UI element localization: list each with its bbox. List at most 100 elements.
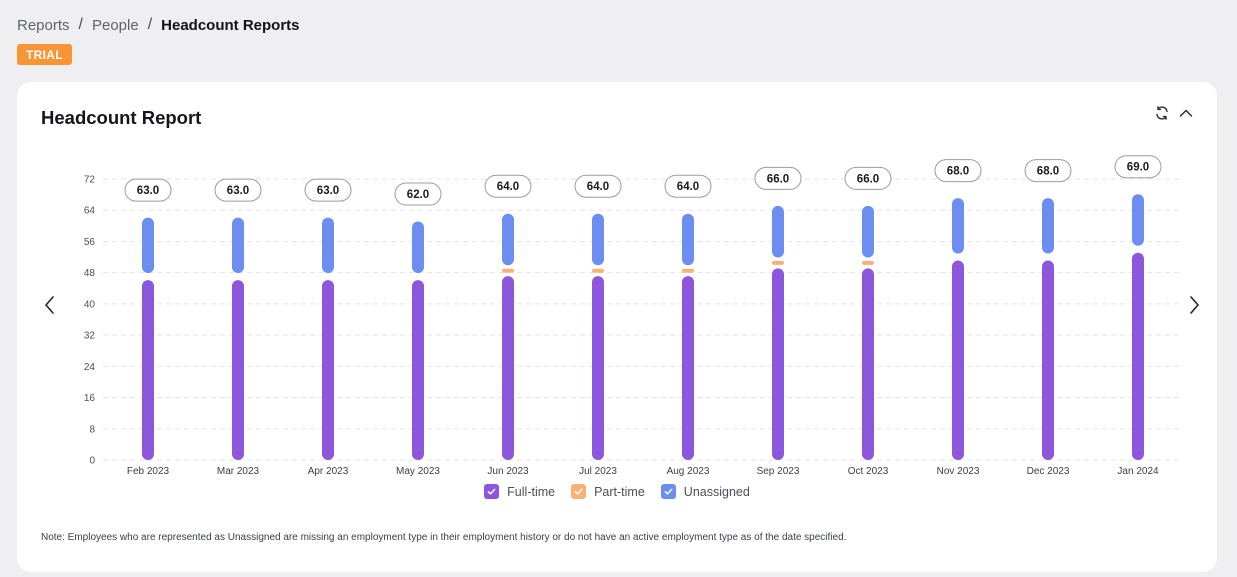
bar-unassigned (1042, 198, 1054, 254)
bar-unassigned (322, 217, 334, 274)
y-tick-label: 72 (84, 175, 96, 186)
bar-unassigned (772, 205, 784, 258)
headcount-chart: 0 8 16 24 32 40 48 56 64 72 63.0 Feb 2023 63.0 Mar 20… (84, 155, 1183, 477)
x-tick-label: Dec 2023 (1027, 466, 1070, 477)
y-tick-label: 48 (84, 268, 96, 279)
legend-item-part-time[interactable]: Part-time (571, 484, 645, 499)
x-tick-label: Apr 2023 (308, 466, 349, 477)
bar-full-time (952, 260, 964, 460)
breadcrumb-separator: / (78, 16, 83, 33)
chevron-right-icon[interactable] (1183, 291, 1205, 319)
total-label: 68.0 (1037, 166, 1059, 178)
bar-unassigned (142, 217, 154, 274)
bar-full-time (142, 280, 154, 460)
bar-part-time (682, 268, 694, 273)
breadcrumb-separator: / (147, 16, 153, 33)
breadcrumb-reports[interactable]: Reports (17, 16, 70, 34)
total-label: 69.0 (1127, 162, 1149, 174)
bar-unassigned (952, 198, 964, 254)
legend-item-unassigned[interactable]: Unassigned (660, 484, 750, 499)
total-label-pill (664, 174, 712, 198)
x-tick-label: Jun 2023 (487, 466, 529, 477)
total-label-pill (394, 182, 442, 206)
x-tick-label: Mar 2023 (217, 466, 260, 477)
x-tick-label: Feb 2023 (127, 466, 170, 477)
checkbox-icon (660, 484, 676, 499)
bar-unassigned (862, 205, 874, 258)
total-label: 64.0 (677, 181, 699, 193)
legend-item-full-time[interactable]: Full-time (484, 484, 555, 499)
total-label-pill (1114, 155, 1162, 179)
bar-part-time (502, 268, 514, 273)
breadcrumb: Reports / People / Headcount Reports (17, 15, 300, 35)
bar-unassigned (232, 217, 244, 274)
bar-full-time (502, 276, 514, 460)
legend-label: Part-time (594, 484, 645, 499)
y-tick-label: 24 (84, 362, 96, 373)
breadcrumb-current: Headcount Reports (161, 16, 300, 34)
bar-full-time (1132, 252, 1144, 460)
x-tick-label: Nov 2023 (937, 466, 980, 477)
total-label-pill (1024, 159, 1072, 183)
y-tick-label: 0 (89, 456, 95, 467)
chart-legend: Full-time Part-time Unassigned (17, 484, 1217, 499)
total-label: 63.0 (317, 185, 339, 197)
x-tick-label: Jul 2023 (579, 466, 617, 477)
total-label-pill (844, 166, 892, 190)
bar-unassigned (1132, 194, 1144, 246)
bar-full-time (862, 268, 874, 460)
total-label: 66.0 (857, 173, 879, 185)
breadcrumb-people[interactable]: People (91, 16, 139, 34)
total-label-pill (124, 178, 172, 202)
legend-label: Full-time (507, 484, 556, 499)
total-label-pill (574, 174, 622, 198)
bar-unassigned (682, 213, 694, 266)
bar-full-time (592, 276, 604, 460)
bar-part-time (592, 268, 604, 273)
y-tick-label: 64 (84, 206, 96, 217)
total-label-pill (304, 178, 352, 202)
total-label-pill (484, 174, 532, 198)
y-tick-label: 32 (84, 331, 96, 342)
bar-unassigned (412, 221, 424, 274)
y-tick-label: 16 (84, 393, 96, 404)
chevron-up-icon[interactable] (1177, 104, 1195, 122)
card-actions (1153, 104, 1195, 122)
y-tick-label: 40 (84, 299, 96, 310)
x-tick-label: Jan 2024 (1117, 466, 1159, 477)
footnote: Note: Employees who are represented as U… (41, 532, 847, 543)
bar-full-time (772, 268, 784, 460)
x-tick-label: Sep 2023 (757, 466, 800, 477)
bar-unassigned (502, 213, 514, 266)
refresh-icon[interactable] (1153, 104, 1171, 122)
bar-full-time (322, 280, 334, 460)
total-label: 64.0 (497, 181, 519, 193)
x-tick-label: Oct 2023 (848, 466, 889, 477)
headcount-report-card: Headcount Report 0 8 16 24 32 40 48 56 64 72 63.0 F… (17, 82, 1217, 572)
y-tick-label: 8 (89, 424, 95, 435)
total-label: 66.0 (767, 173, 789, 185)
bar-full-time (682, 276, 694, 460)
bar-full-time (1042, 260, 1054, 460)
checkbox-icon (484, 484, 500, 499)
total-label: 68.0 (947, 166, 969, 178)
bar-unassigned (592, 213, 604, 266)
x-tick-label: May 2023 (396, 466, 440, 477)
card-title: Headcount Report (41, 107, 202, 128)
x-tick-label: Aug 2023 (667, 466, 710, 477)
trial-badge: TRIAL (17, 44, 72, 65)
y-tick-label: 56 (84, 237, 96, 248)
total-label-pill (214, 178, 262, 202)
checkbox-icon (571, 484, 587, 499)
bar-part-time (772, 260, 784, 265)
total-label-pill (754, 166, 802, 190)
legend-label: Unassigned (683, 484, 750, 499)
total-label: 64.0 (587, 181, 609, 193)
total-label-pill (934, 159, 982, 183)
bar-part-time (862, 260, 874, 265)
total-label: 63.0 (137, 185, 159, 197)
total-label: 62.0 (407, 189, 429, 201)
bar-full-time (412, 280, 424, 460)
bar-full-time (232, 280, 244, 460)
chevron-left-icon[interactable] (39, 291, 61, 319)
